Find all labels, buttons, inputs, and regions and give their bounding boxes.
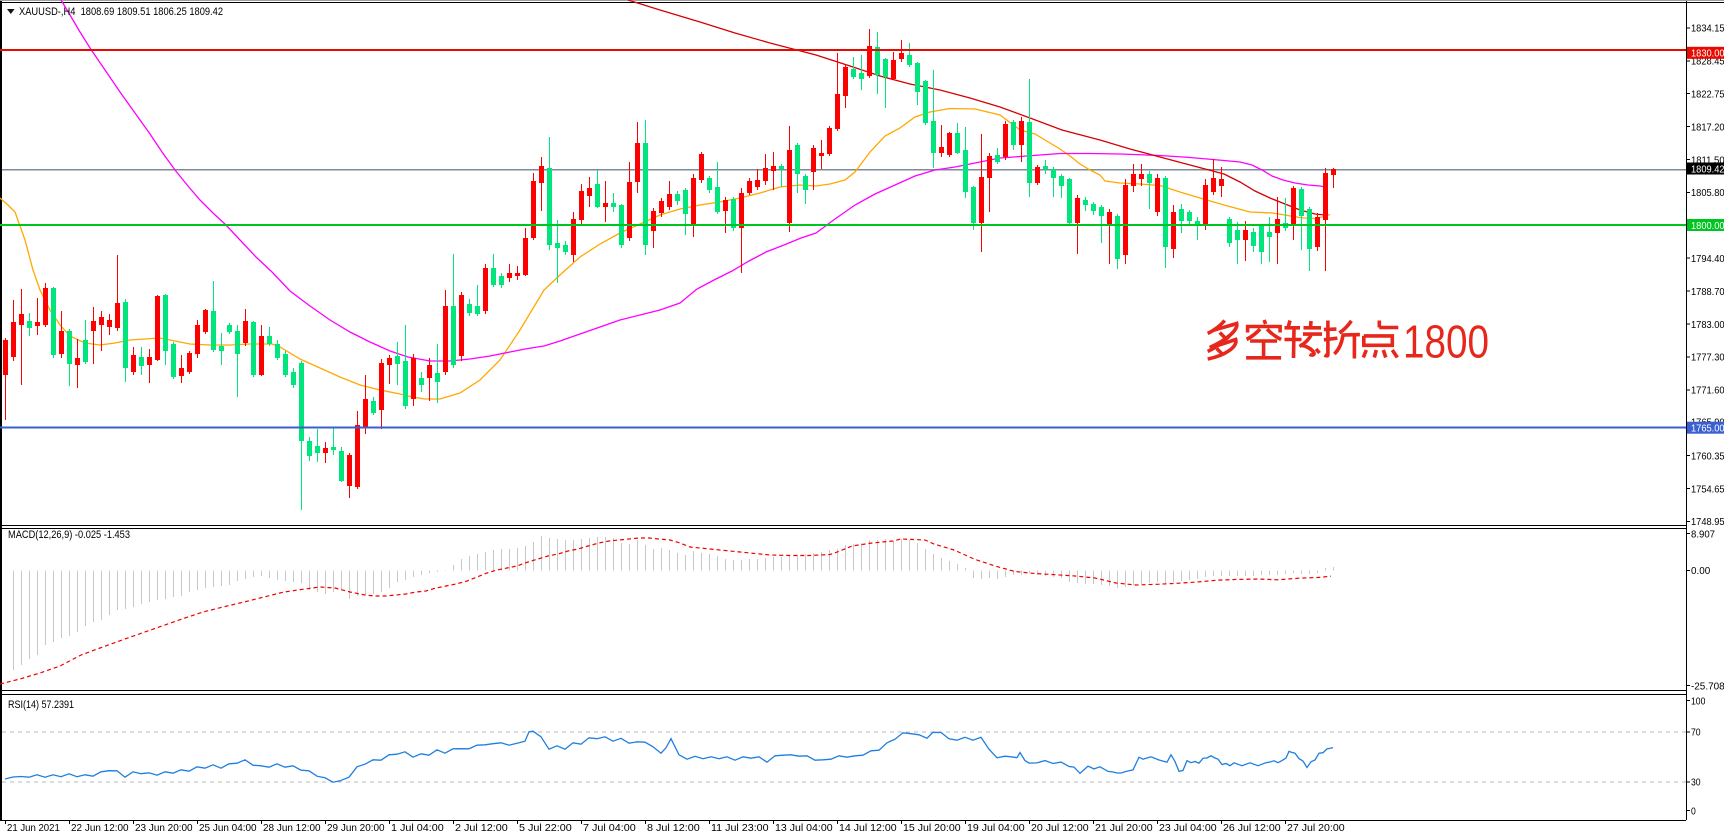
svg-text:13 Jul 04:00: 13 Jul 04:00 <box>775 822 833 834</box>
svg-text:1777.30: 1777.30 <box>1691 352 1724 364</box>
svg-text:70: 70 <box>1691 727 1701 739</box>
svg-text:1 Jul 04:00: 1 Jul 04:00 <box>391 822 444 834</box>
svg-text:8 Jul 12:00: 8 Jul 12:00 <box>647 822 700 834</box>
svg-text:21 Jun 2021: 21 Jun 2021 <box>7 822 60 834</box>
svg-text:MACD(12,26,9) -0.025 -1.453: MACD(12,26,9) -0.025 -1.453 <box>8 529 130 541</box>
svg-text:1754.65: 1754.65 <box>1691 483 1724 495</box>
svg-text:1800.00: 1800.00 <box>1691 220 1724 232</box>
svg-text:21 Jul 20:00: 21 Jul 20:00 <box>1095 822 1153 834</box>
svg-text:27 Jul 20:00: 27 Jul 20:00 <box>1287 822 1345 834</box>
svg-text:0: 0 <box>1691 805 1696 817</box>
svg-text:5 Jul 22:00: 5 Jul 22:00 <box>519 822 572 834</box>
svg-text:8.907: 8.907 <box>1691 528 1715 540</box>
svg-text:30: 30 <box>1691 777 1701 789</box>
svg-text:RSI(14) 57.2391: RSI(14) 57.2391 <box>8 699 74 711</box>
svg-text:0.00: 0.00 <box>1691 565 1710 577</box>
svg-text:28 Jun 12:00: 28 Jun 12:00 <box>263 822 321 834</box>
svg-text:22 Jun 12:00: 22 Jun 12:00 <box>71 822 129 834</box>
svg-text:19 Jul 04:00: 19 Jul 04:00 <box>967 822 1025 834</box>
svg-text:26 Jul 12:00: 26 Jul 12:00 <box>1223 822 1281 834</box>
svg-text:1834.15: 1834.15 <box>1691 23 1724 35</box>
svg-text:1809.42: 1809.42 <box>1691 163 1724 175</box>
svg-text:1830.00: 1830.00 <box>1691 48 1724 60</box>
svg-text:15 Jul 20:00: 15 Jul 20:00 <box>903 822 961 834</box>
svg-text:23 Jul 04:00: 23 Jul 04:00 <box>1159 822 1217 834</box>
svg-text:1817.20: 1817.20 <box>1691 121 1724 133</box>
svg-text:-25.708: -25.708 <box>1691 680 1724 692</box>
svg-text:25 Jun 04:00: 25 Jun 04:00 <box>199 822 257 834</box>
svg-text:1765.00: 1765.00 <box>1691 423 1724 435</box>
svg-text:1800: 1800 <box>1403 316 1489 368</box>
svg-text:14 Jul 12:00: 14 Jul 12:00 <box>839 822 897 834</box>
svg-text:29 Jun 20:00: 29 Jun 20:00 <box>327 822 385 834</box>
svg-text:23 Jun 20:00: 23 Jun 20:00 <box>135 822 193 834</box>
svg-text:1794.40: 1794.40 <box>1691 253 1724 265</box>
svg-text:2 Jul 12:00: 2 Jul 12:00 <box>455 822 508 834</box>
svg-text:1748.95: 1748.95 <box>1691 516 1724 528</box>
svg-text:1822.75: 1822.75 <box>1691 89 1724 101</box>
svg-text:1771.60: 1771.60 <box>1691 385 1724 397</box>
svg-text:7 Jul 04:00: 7 Jul 04:00 <box>583 822 636 834</box>
svg-text:1760.35: 1760.35 <box>1691 450 1724 462</box>
svg-text:1805.80: 1805.80 <box>1691 187 1724 199</box>
svg-text:20 Jul 12:00: 20 Jul 12:00 <box>1031 822 1089 834</box>
svg-text:100: 100 <box>1691 695 1706 707</box>
svg-text:XAUUSD-,H4 1808.69 1809.51 18: XAUUSD-,H4 1808.69 1809.51 1806.25 1809.… <box>19 6 223 18</box>
svg-text:11 Jul 23:00: 11 Jul 23:00 <box>711 822 769 834</box>
svg-text:1783.00: 1783.00 <box>1691 319 1724 331</box>
svg-text:1788.70: 1788.70 <box>1691 286 1724 298</box>
